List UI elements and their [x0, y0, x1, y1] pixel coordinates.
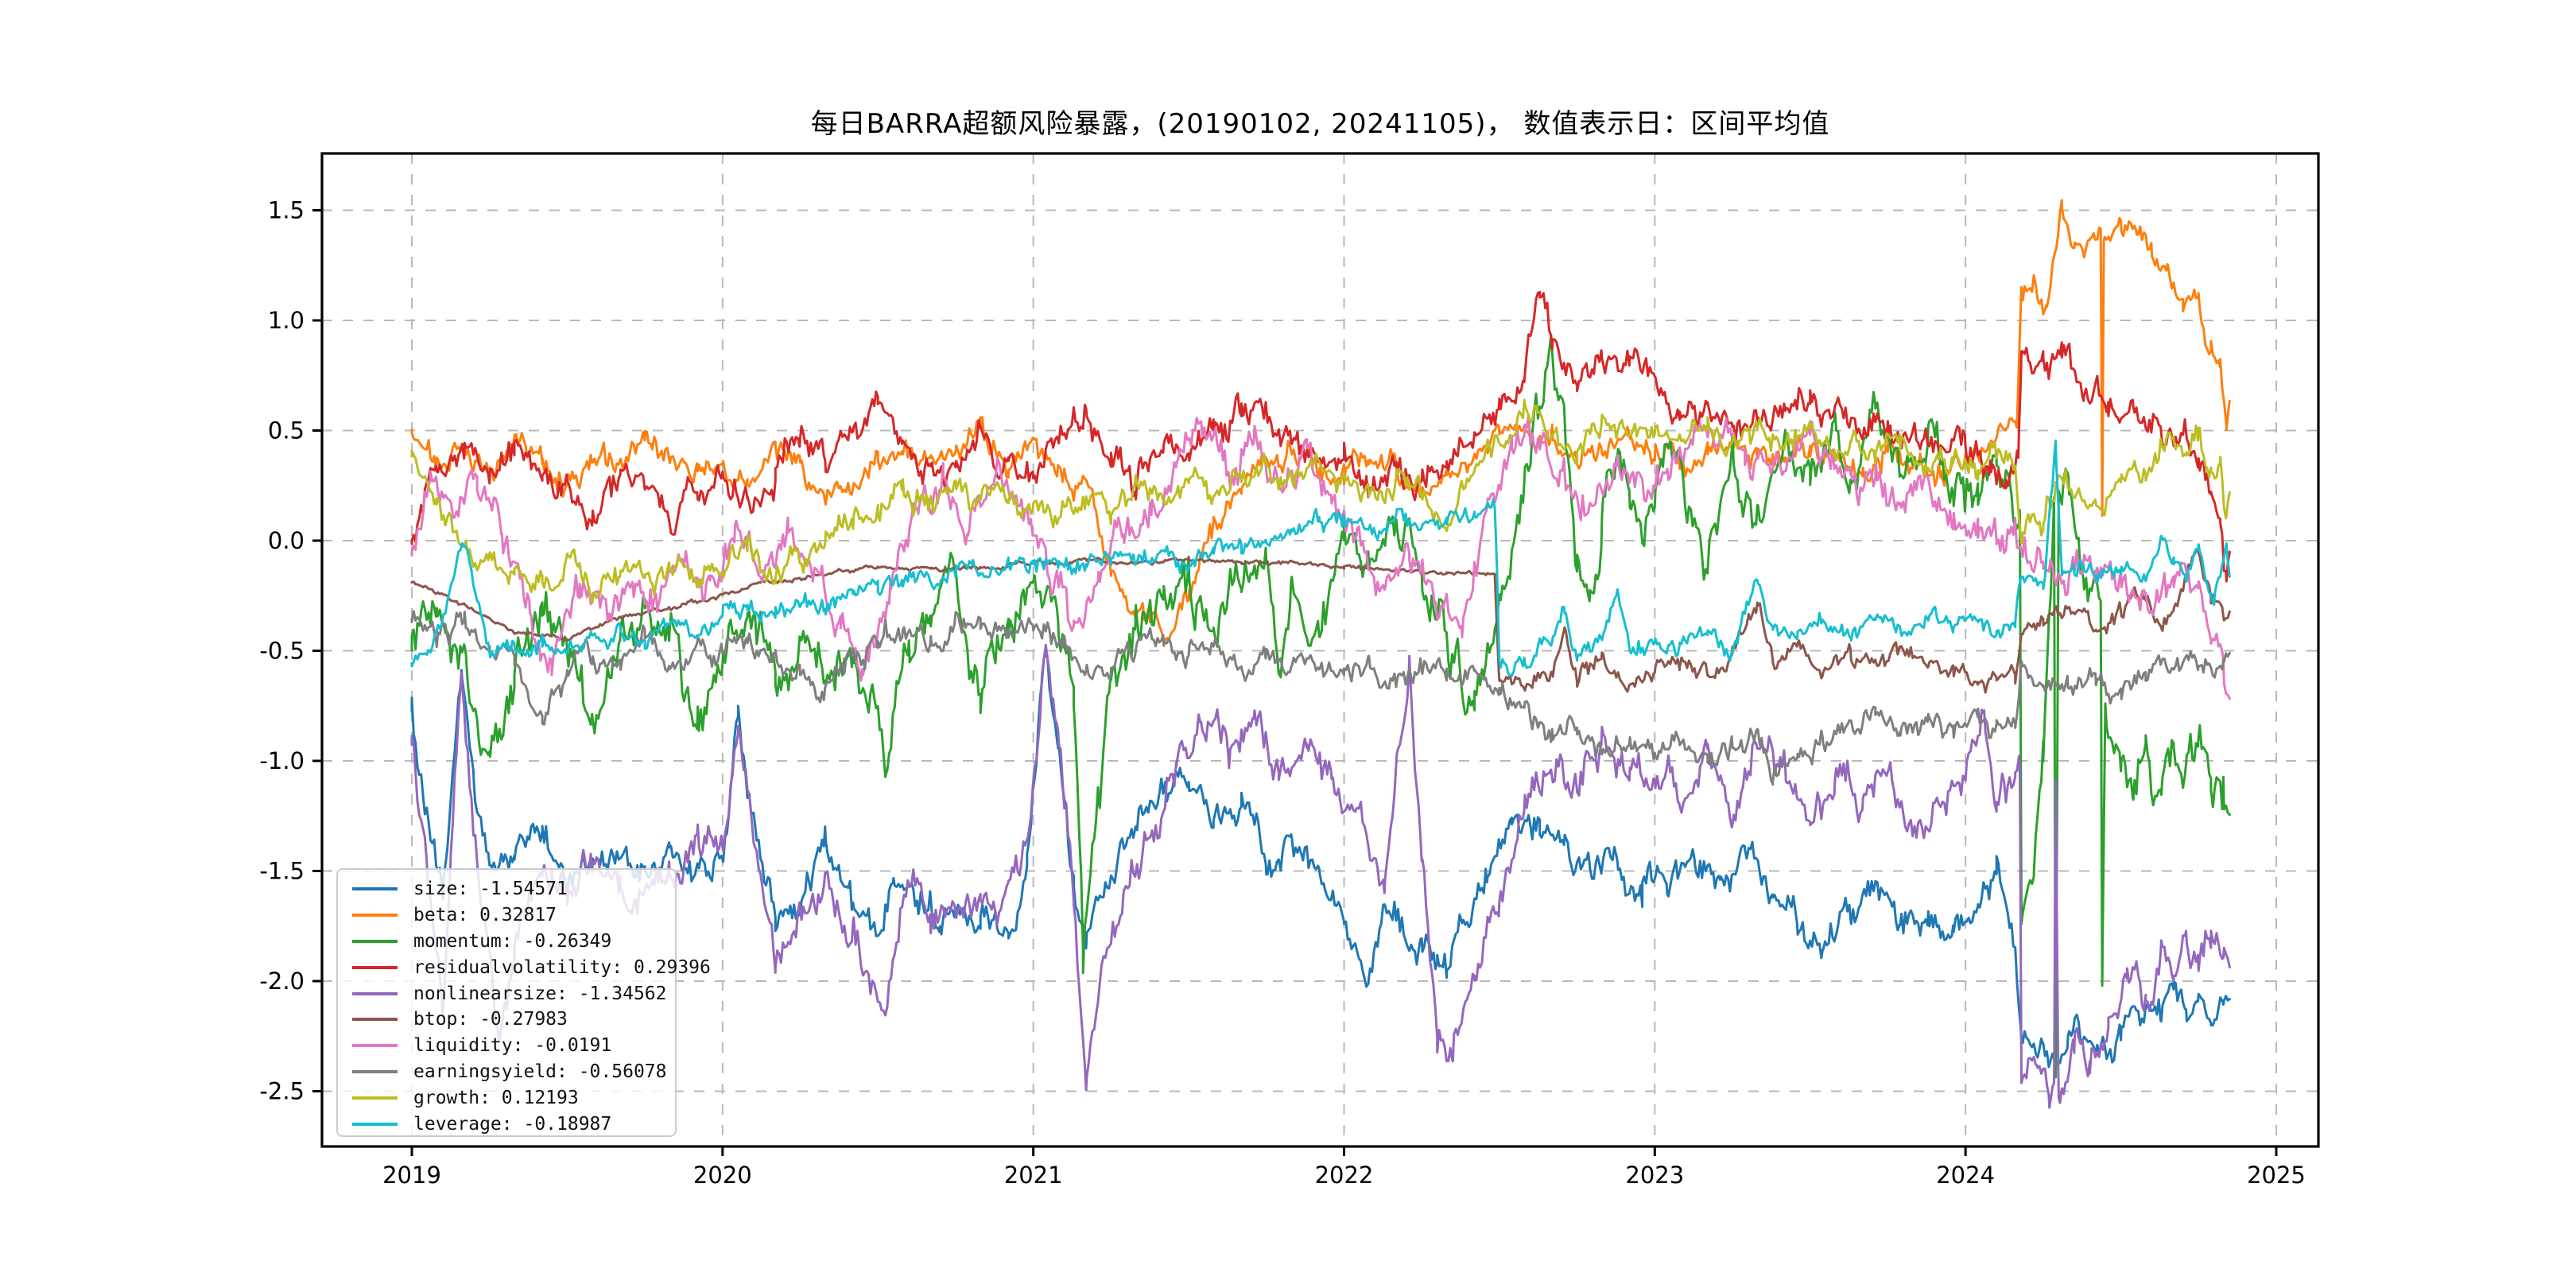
y-tick-label: -2.0 [259, 968, 305, 995]
y-tick-label: 0.5 [268, 417, 305, 444]
legend-swatch-earningsyield [352, 1069, 398, 1073]
x-tick-label: 2025 [2247, 1162, 2306, 1189]
x-tick-label: 2020 [693, 1162, 752, 1189]
y-tick-label: -1.0 [259, 747, 305, 774]
series-line-growth [410, 398, 2231, 604]
legend-item-btop: btop: -0.27983 [352, 1007, 675, 1033]
legend-label-residualvolatility: residualvolatility: 0.29396 [413, 956, 711, 978]
x-tick-label: 2022 [1315, 1162, 1374, 1189]
legend-item-momentum: momentum: -0.26349 [352, 929, 675, 955]
legend-item-residualvolatility: residualvolatility: 0.29396 [352, 954, 711, 980]
legend-item-earningsyield: earningsyield: -0.56078 [352, 1059, 675, 1085]
legend-label-btop: btop: -0.27983 [413, 1009, 568, 1030]
axis-tick-labels: 2019 2020 2021 2022 2023 2024 2025 1.5 1.0 0.5 0.0… [259, 197, 2305, 1189]
x-tick-label: 2023 [1625, 1162, 1684, 1189]
series-line-btop [410, 548, 2231, 694]
series-line-residualvolatility [410, 290, 2231, 583]
legend-swatch-momentum [352, 939, 398, 943]
series-line-momentum [410, 334, 2231, 1079]
legend-label-liquidity: liquidity: -0.0191 [413, 1035, 612, 1057]
legend-swatch-leverage [352, 1122, 398, 1126]
series-line-leverage [410, 439, 2231, 677]
legend-label-nonlinearsize: nonlinearsize: -1.34562 [413, 983, 667, 1004]
legend-label-size: size: -1.54571 [413, 879, 568, 900]
data-series-lines [410, 199, 2231, 1109]
chart-title: 每日BARRA超额风险暴露，(20190102, 20241105)， 数值表示… [810, 108, 1830, 140]
series-line-liquidity [410, 413, 2231, 700]
series-line-nonlinearsize [410, 643, 2231, 1109]
legend-swatch-beta [352, 914, 398, 918]
x-tick-label: 2024 [1936, 1162, 1995, 1189]
legend-item-leverage: leverage: -0.18987 [352, 1111, 675, 1137]
legend-item-beta: beta: 0.32817 [352, 902, 675, 929]
y-tick-label: 1.0 [268, 307, 305, 334]
legend-swatch-residualvolatility [352, 965, 398, 969]
legend-label-beta: beta: 0.32817 [413, 905, 557, 926]
legend-item-growth: growth: 0.12193 [352, 1084, 675, 1111]
x-tick-label: 2019 [382, 1162, 441, 1189]
y-tick-label: 1.5 [268, 197, 305, 224]
legend-swatch-btop [352, 1018, 398, 1022]
series-line-earningsyield [410, 610, 2231, 786]
x-tick-label: 2021 [1004, 1162, 1063, 1189]
legend-item-size: size: -1.54571 [352, 876, 675, 902]
legend-label-momentum: momentum: -0.26349 [413, 930, 612, 952]
legend-swatch-growth [352, 1096, 398, 1100]
series-line-beta [410, 199, 2231, 647]
legend-swatch-liquidity [352, 1044, 398, 1048]
legend-item-liquidity: liquidity: -0.0191 [352, 1033, 675, 1059]
legend-swatch-nonlinearsize [352, 991, 398, 995]
legend-label-leverage: leverage: -0.18987 [413, 1113, 612, 1135]
y-tick-label: -2.5 [259, 1078, 305, 1105]
y-tick-label: 0.0 [268, 527, 305, 554]
legend-swatch-size [352, 887, 398, 891]
legend-item-nonlinearsize: nonlinearsize: -1.34562 [352, 980, 675, 1007]
y-tick-label: -0.5 [259, 638, 305, 665]
series-line-size [410, 644, 2231, 1069]
legend-label-growth: growth: 0.12193 [413, 1087, 579, 1108]
legend-box: size: -1.54571 beta: 0.32817 momentum: -0.… [336, 868, 711, 1137]
y-tick-label: -1.5 [259, 858, 305, 885]
legend-label-earningsyield: earningsyield: -0.56078 [413, 1061, 667, 1082]
axis-ticks [312, 209, 2278, 1156]
